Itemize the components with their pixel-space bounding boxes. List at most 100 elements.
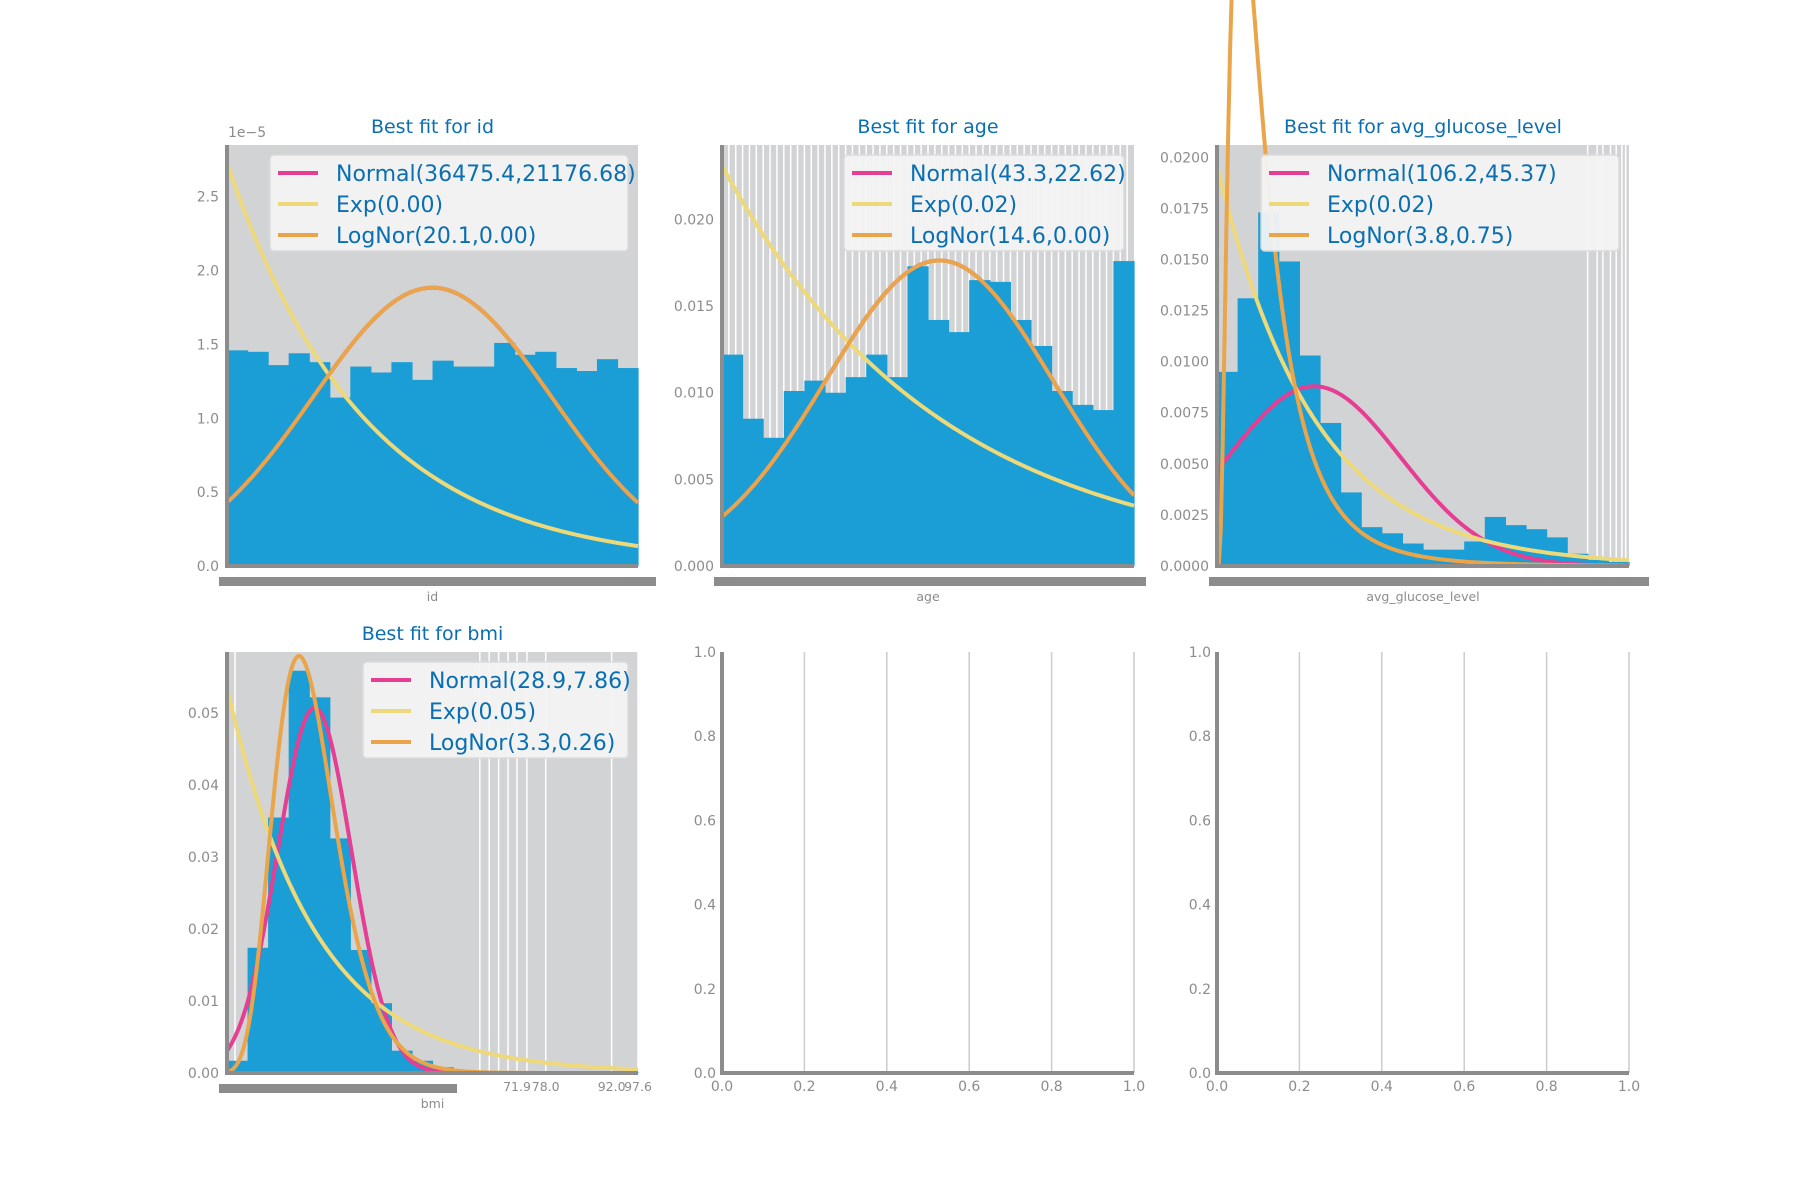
legend-label: LogNor(3.8,0.75)	[1327, 224, 1513, 249]
y-tick-label: 0.04	[188, 778, 219, 794]
x-tick-label: 0.4	[876, 1079, 898, 1095]
histogram-bar	[1113, 261, 1135, 566]
y-tick-label: 0.005	[674, 472, 714, 488]
fit-curve-normal	[1215, 384, 1630, 568]
histogram-bar	[907, 266, 929, 566]
fit-curve-exp	[1215, 164, 1630, 563]
histogram-bar	[1546, 537, 1568, 566]
legend-label: LogNor(3.3,0.26)	[429, 731, 615, 756]
subplot-1: 0.0 0.5 1.0 1.5 2.0 2.5 1e−5 Best fit for id id N…	[197, 116, 656, 604]
legend-label: Exp(0.00)	[336, 193, 443, 218]
histogram-bar	[411, 379, 434, 566]
x-tick-labels-overlap	[219, 1084, 457, 1093]
legend-label: Exp(0.02)	[1327, 193, 1434, 218]
histogram-bar	[514, 354, 536, 566]
x-tick-label: 0.0	[711, 1079, 733, 1095]
histogram-bar	[1278, 261, 1300, 566]
histogram-bar	[555, 368, 577, 566]
y-tick-label: 1.5	[197, 337, 219, 353]
y-tick-label: 0.015	[674, 299, 714, 315]
y-tick-label: 0.020	[674, 212, 714, 228]
y-tick-label: 0.2	[694, 982, 716, 998]
histogram-bar	[1340, 492, 1362, 566]
histogram-bar	[370, 372, 393, 566]
histogram-bar	[1299, 355, 1321, 566]
histogram-bar	[309, 697, 331, 1073]
y-tick-label: 0.0150	[1160, 252, 1209, 268]
x-tick-label: 0.2	[793, 1079, 815, 1095]
fit-curve-exp	[225, 686, 639, 1072]
legend-box	[1260, 154, 1620, 252]
x-tick-label: 0.6	[1453, 1079, 1475, 1095]
histogram-bar	[948, 332, 970, 566]
x-tick-label: 0.8	[1040, 1079, 1062, 1095]
y-tick-label: 0.0200	[1160, 150, 1209, 166]
histogram-bar	[1443, 549, 1465, 566]
subplot-6: 0.00.0 0.2 0.2 0.4 0.4 0.6 0.6 0.8 0.8 1.0 1.0	[1189, 645, 1640, 1095]
subplot-3: 0.0000 0.0025 0.0050 0.0075 0.0100 0.0125 0.01…	[1160, 0, 1649, 604]
y-tick-label: 0.8	[1189, 729, 1211, 745]
histogram-bar	[329, 397, 351, 566]
legend-label: Exp(0.05)	[429, 700, 536, 725]
subplot-4: 0.00 0.01 0.02 0.03 0.04 0.05 71.9 78.0 92.097.6…	[188, 623, 652, 1111]
chart-title: Best fit for age	[857, 116, 998, 138]
histogram-bar	[886, 377, 908, 566]
legend: Normal(43.3,22.62) Exp(0.02) LogNor(14.6,0…	[843, 154, 1126, 252]
histogram-bar	[576, 371, 598, 566]
y-tick-label: 0.0000	[1160, 559, 1209, 575]
histogram-bar	[825, 392, 847, 566]
histogram-bar	[722, 354, 744, 566]
legend-label: Normal(43.3,22.62)	[910, 162, 1126, 187]
histogram-bar	[1051, 391, 1073, 566]
legend-label: LogNor(20.1,0.00)	[336, 224, 536, 249]
y-tick-label: 0.6	[1189, 813, 1211, 829]
y-tick-label: 0.02	[188, 922, 219, 938]
y-tick-label: 0.6	[694, 813, 716, 829]
y-tick-label: 0.0100	[1160, 355, 1209, 371]
y-tick-label: 0.0125	[1160, 304, 1209, 320]
chart-title: Best fit for id	[371, 116, 494, 138]
y-tick-label: 0.0025	[1160, 508, 1209, 524]
x-tick-label: 78.0	[532, 1079, 560, 1094]
x-tick-label: 92.0	[598, 1079, 626, 1094]
x-axis-label: id	[427, 589, 438, 604]
y-tick-label: 0.03	[188, 850, 219, 866]
y-tick-label: 0.8	[694, 729, 716, 745]
fit-curve-lognorm	[225, 285, 640, 505]
legend-label: Normal(106.2,45.37)	[1327, 162, 1557, 187]
histogram-bar	[1587, 559, 1610, 566]
chart-title: Best fit for avg_glucose_level	[1284, 116, 1562, 138]
legend: Normal(28.9,7.86) Exp(0.05) LogNor(3.3,0.2…	[362, 661, 631, 759]
x-tick-label: 1.0	[1123, 1079, 1145, 1095]
x-tick-label: 1.0	[1618, 1079, 1640, 1095]
legend: Normal(106.2,45.37) Exp(0.02) LogNor(3.8,0…	[1260, 154, 1620, 252]
y-tick-label: 0.0	[1189, 1066, 1211, 1082]
y-tick-label: 0.000	[674, 559, 714, 575]
fit-curve-exp	[720, 164, 1135, 508]
histogram-bar	[329, 838, 351, 1073]
histogram-bar	[969, 280, 991, 566]
x-tick-label: 0.4	[1371, 1079, 1393, 1095]
x-tick-labels-overlap	[1209, 577, 1649, 586]
x-tick-label: 97.6	[624, 1079, 652, 1094]
legend-box	[362, 661, 629, 759]
y-tick-label: 0.010	[674, 386, 714, 402]
x-tick-labels-overlap	[714, 577, 1146, 586]
y-tick-label: 1.0	[1189, 645, 1211, 661]
x-axis-label: age	[916, 589, 940, 604]
histogram-bar	[309, 362, 331, 566]
histogram-bar	[804, 380, 826, 566]
x-tick-label: 0.0	[1206, 1079, 1228, 1095]
y-tick-label: 1.0	[197, 411, 219, 427]
histogram-bar	[494, 342, 516, 566]
legend-box	[843, 154, 1125, 252]
y-tick-label: 0.2	[1189, 982, 1211, 998]
histogram-bar	[268, 365, 290, 566]
histogram-bar	[1072, 404, 1094, 566]
histogram-bar	[453, 366, 475, 566]
y-tick-label: 0.4	[694, 898, 716, 914]
histogram-bar	[1092, 410, 1114, 566]
legend: Normal(36475.4,21176.68) Exp(0.00) LogNor(…	[269, 154, 636, 252]
histogram-bar	[596, 359, 619, 566]
